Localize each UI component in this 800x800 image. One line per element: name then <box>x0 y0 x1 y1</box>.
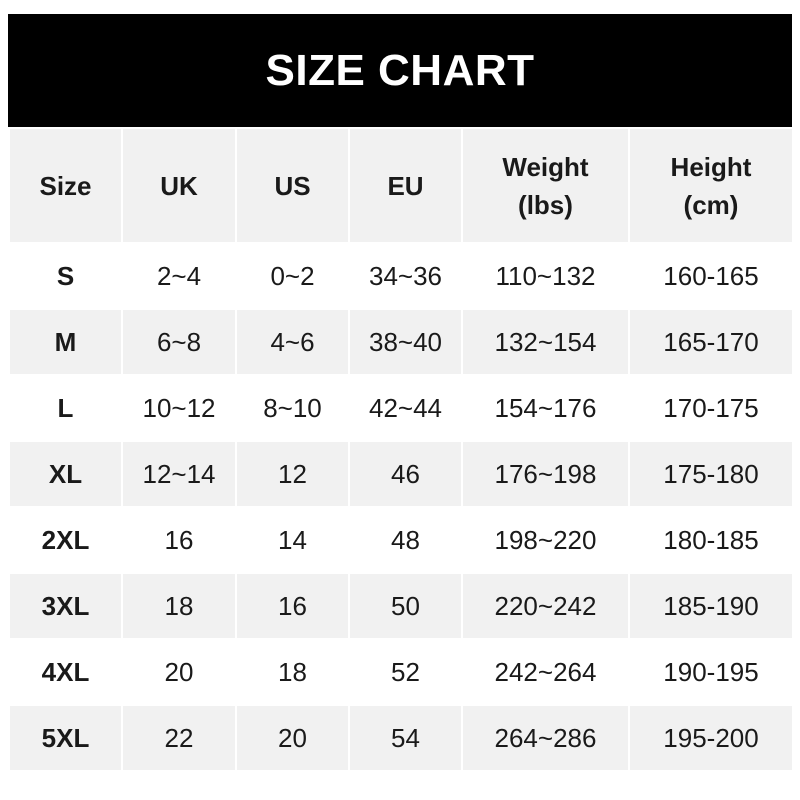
table-cell: 12~14 <box>121 440 237 508</box>
size-label: 4XL <box>8 638 123 706</box>
table-cell: 22 <box>121 704 237 772</box>
table-cell: 132~154 <box>461 308 630 376</box>
size-label: 5XL <box>8 704 123 772</box>
table-cell: 110~132 <box>461 242 630 310</box>
size-label: L <box>8 374 123 442</box>
table-cell: 195-200 <box>628 704 794 772</box>
size-label: 3XL <box>8 572 123 640</box>
table-cell: 180-185 <box>628 506 794 574</box>
column-header-text: Weight <box>502 151 589 182</box>
table-cell: 185-190 <box>628 572 794 640</box>
table-cell: 20 <box>121 638 237 706</box>
size-chart-title: SIZE CHART <box>8 14 792 127</box>
column-header: US <box>235 127 350 244</box>
table-cell: 16 <box>235 572 350 640</box>
table-row: 2XL 16 14 48 198~220 180-185 <box>8 506 794 574</box>
table-cell: 46 <box>348 440 463 508</box>
size-label: 2XL <box>8 506 123 574</box>
size-label: M <box>8 308 123 376</box>
table-cell: 190-195 <box>628 638 794 706</box>
column-header-text: UK <box>160 170 198 201</box>
table-cell: 54 <box>348 704 463 772</box>
table-cell: 48 <box>348 506 463 574</box>
table-cell: 220~242 <box>461 572 630 640</box>
table-cell: 165-170 <box>628 308 794 376</box>
table-cell: 242~264 <box>461 638 630 706</box>
table-cell: 0~2 <box>235 242 350 310</box>
column-header-text: (cm) <box>683 189 739 220</box>
table-cell: 42~44 <box>348 374 463 442</box>
table-row: S 2~4 0~2 34~36 110~132 160-165 <box>8 242 794 310</box>
size-label: XL <box>8 440 123 508</box>
table-cell: 154~176 <box>461 374 630 442</box>
size-label: S <box>8 242 123 310</box>
table-cell: 264~286 <box>461 704 630 772</box>
table-cell: 52 <box>348 638 463 706</box>
table-cell: 50 <box>348 572 463 640</box>
table-cell: 10~12 <box>121 374 237 442</box>
size-chart-table: Size UK US EU Weight (lbs) Height (cm) S 2~4 0~2 3… <box>8 127 794 772</box>
table-cell: 38~40 <box>348 308 463 376</box>
table-cell: 175-180 <box>628 440 794 508</box>
column-header-text: Size <box>39 170 92 201</box>
column-header: Size <box>8 127 123 244</box>
table-cell: 198~220 <box>461 506 630 574</box>
table-cell: 16 <box>121 506 237 574</box>
table-cell: 160-165 <box>628 242 794 310</box>
table-cell: 18 <box>121 572 237 640</box>
table-row: 5XL 22 20 54 264~286 195-200 <box>8 704 794 772</box>
table-cell: 176~198 <box>461 440 630 508</box>
column-header-text: (lbs) <box>518 189 573 220</box>
column-header: Height (cm) <box>628 127 794 244</box>
table-cell: 2~4 <box>121 242 237 310</box>
table-row: XL 12~14 12 46 176~198 175-180 <box>8 440 794 508</box>
column-header: UK <box>121 127 237 244</box>
table-cell: 12 <box>235 440 350 508</box>
table-cell: 6~8 <box>121 308 237 376</box>
table-cell: 170-175 <box>628 374 794 442</box>
table-cell: 20 <box>235 704 350 772</box>
header-row: Size UK US EU Weight (lbs) Height (cm) <box>8 127 794 244</box>
column-header-text: Height <box>670 151 752 182</box>
table-cell: 18 <box>235 638 350 706</box>
column-header-text: US <box>274 170 311 201</box>
column-header: Weight (lbs) <box>461 127 630 244</box>
table-cell: 8~10 <box>235 374 350 442</box>
column-header-text: EU <box>387 170 424 201</box>
table-row: 3XL 18 16 50 220~242 185-190 <box>8 572 794 640</box>
table-cell: 14 <box>235 506 350 574</box>
table-cell: 34~36 <box>348 242 463 310</box>
table-row: M 6~8 4~6 38~40 132~154 165-170 <box>8 308 794 376</box>
table-row: 4XL 20 18 52 242~264 190-195 <box>8 638 794 706</box>
table-row: L 10~12 8~10 42~44 154~176 170-175 <box>8 374 794 442</box>
column-header: EU <box>348 127 463 244</box>
table-cell: 4~6 <box>235 308 350 376</box>
